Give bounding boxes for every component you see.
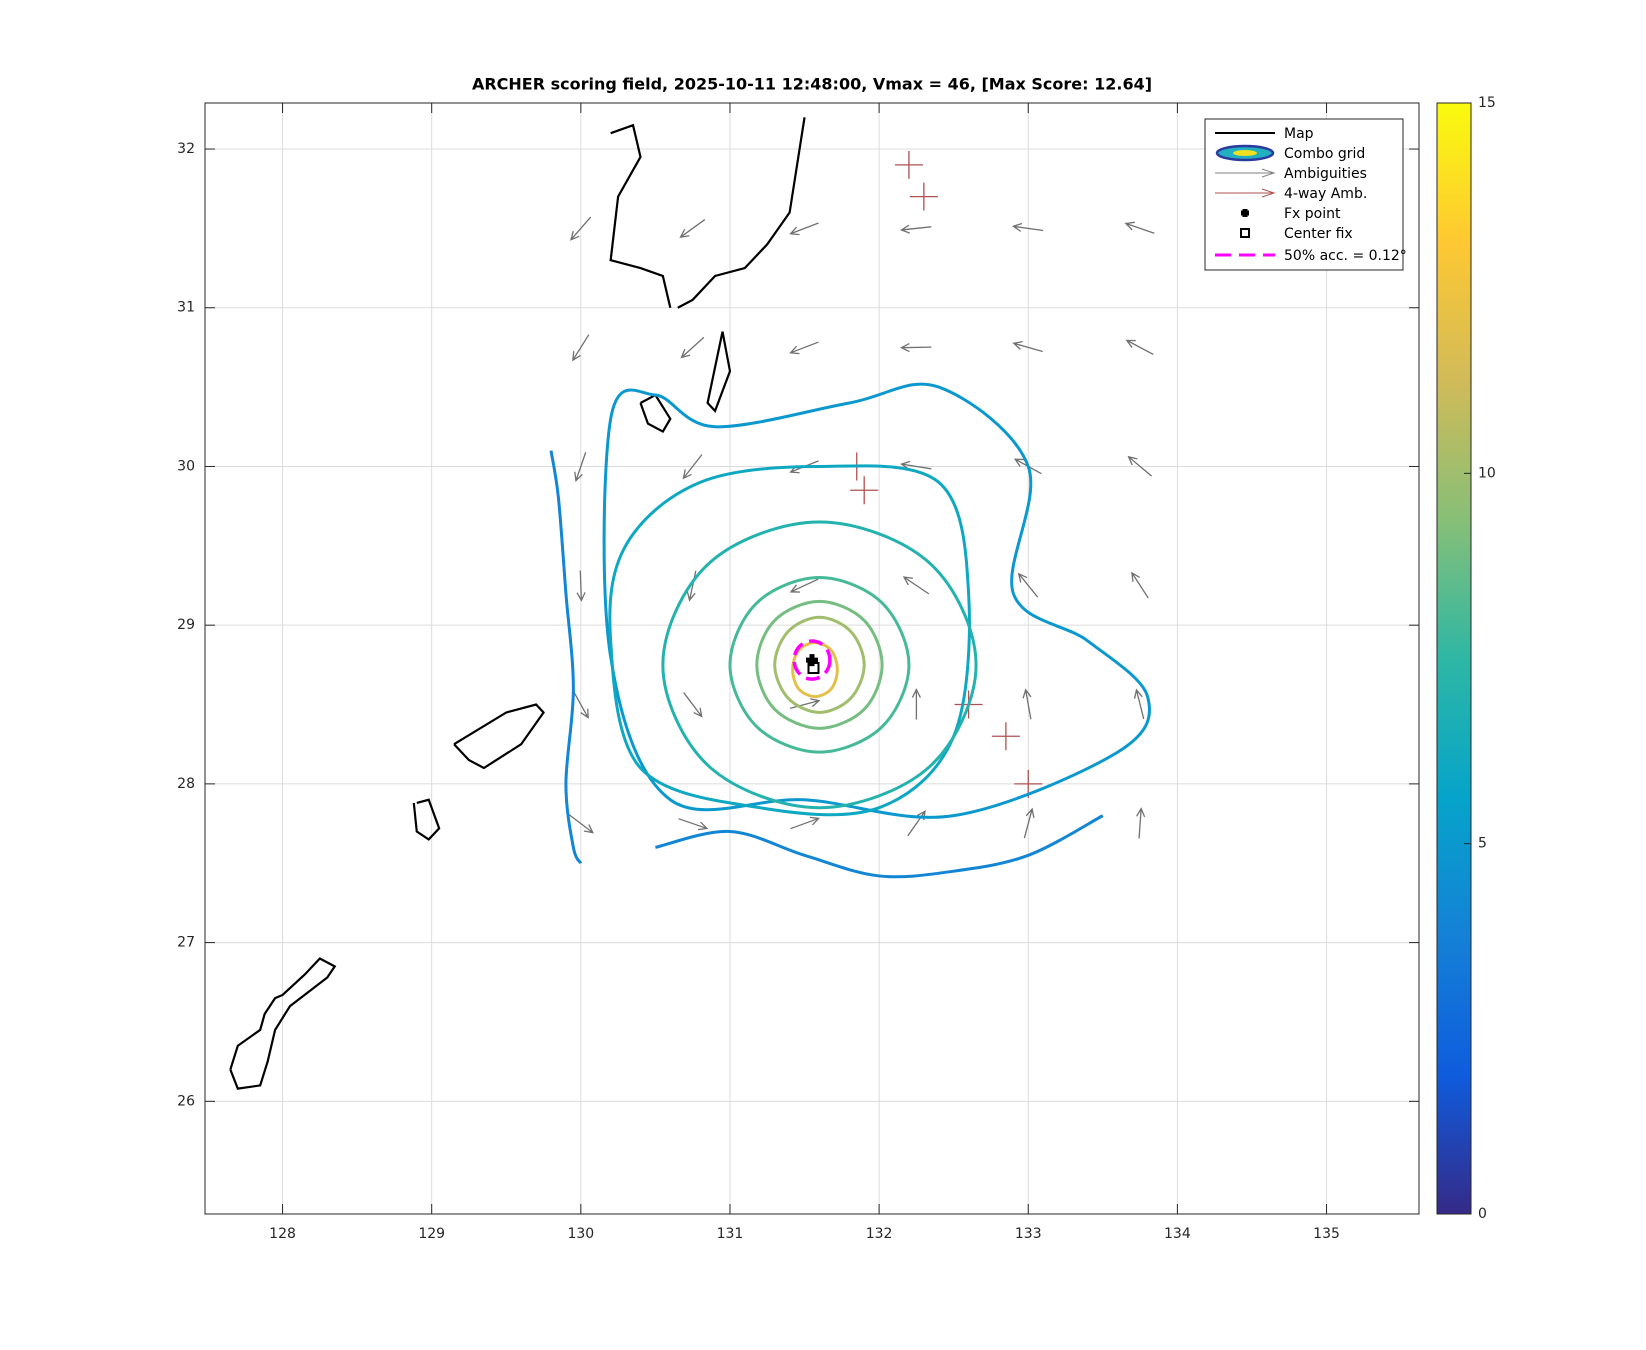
ambiguity-arrow: [1022, 688, 1032, 720]
colorbar-tick-label: 0: [1478, 1206, 1487, 1222]
legend-label: 4-way Amb.: [1284, 186, 1367, 202]
ambiguity-arrow: [1124, 221, 1155, 234]
ambiguity-arrow: [899, 342, 932, 353]
fx-point: [806, 654, 818, 667]
x-tick-label: 132: [866, 1226, 893, 1242]
coastline: [412, 798, 441, 841]
legend-label: Ambiguities: [1284, 166, 1367, 182]
ambiguity-arrow: [1017, 572, 1039, 598]
plot-frame: [204, 102, 1420, 1215]
colorbar-tick-label: 15: [1478, 95, 1496, 111]
ambiguity-arrow: [680, 336, 705, 359]
legend-box: [1204, 118, 1404, 271]
ambiguity-arrow: [1023, 807, 1035, 839]
ambiguity-arrow: [572, 334, 590, 362]
colorbar: [1436, 102, 1472, 1215]
ambiguity-arrow: [911, 688, 921, 720]
ambiguity-arrow: [902, 576, 930, 595]
grid: [205, 103, 1419, 1214]
ambiguity-arrow: [572, 691, 589, 719]
coastline: [706, 331, 732, 413]
ambiguity-arrow: [900, 224, 932, 234]
coastline: [677, 117, 806, 309]
legend-label: 50% acc. = 0.12°: [1284, 248, 1407, 264]
four-way-ambiguity: [991, 722, 1020, 751]
accuracy-circle: [792, 639, 832, 681]
score-contour: [655, 814, 1104, 879]
y-tick-label: 28: [177, 776, 195, 792]
ambiguity-arrow: [576, 570, 586, 602]
legend-label: Combo grid: [1284, 146, 1365, 162]
colorbar-tick-label: 10: [1478, 465, 1496, 481]
colorbar-tick-label: 5: [1478, 836, 1487, 852]
x-tick-label: 131: [717, 1226, 744, 1242]
y-tick-label: 27: [177, 935, 195, 951]
four-way-ambiguity: [850, 476, 879, 505]
coastline: [609, 123, 672, 308]
y-tick-label: 30: [177, 458, 195, 474]
legend-icon: [1261, 168, 1276, 178]
x-tick-label: 133: [1015, 1226, 1042, 1242]
legend-label: Center fix: [1284, 226, 1353, 242]
ambiguity-arrow: [1125, 339, 1154, 356]
x-tick-label: 129: [418, 1226, 445, 1242]
score-contour: [602, 382, 1152, 819]
ambiguity-arrow: [1127, 455, 1153, 477]
legend-icon: [1241, 209, 1249, 217]
y-tick-label: 29: [177, 617, 195, 633]
coastline: [453, 703, 545, 770]
ambiguity-arrow: [568, 814, 594, 834]
legend-label: Map: [1284, 126, 1314, 142]
ambiguity-arrow: [570, 216, 592, 241]
ambiguity-arrow: [1136, 807, 1146, 839]
ambiguity-arrow: [907, 810, 926, 837]
legend-icon: [1240, 228, 1250, 238]
coastline: [229, 957, 337, 1090]
ambiguity-arrow: [1012, 341, 1043, 353]
ambiguity-arrow: [683, 692, 703, 718]
plot-layers: [229, 117, 1155, 1090]
x-tick-label: 134: [1164, 1226, 1191, 1242]
four-way-ambiguity: [894, 150, 923, 179]
x-tick-label: 135: [1313, 1226, 1340, 1242]
x-tick-label: 128: [269, 1226, 296, 1242]
legend: Map Combo grid Ambiguities 4-way Amb. Fx poi…: [1204, 118, 1407, 271]
score-contour: [728, 576, 911, 754]
score-contour: [549, 450, 583, 865]
coastline: [639, 393, 672, 434]
y-tick-label: 26: [177, 1093, 195, 1109]
ambiguity-arrow: [679, 219, 706, 239]
ambiguity-arrow: [686, 570, 697, 602]
ambiguity-arrow: [789, 578, 819, 593]
chart-title: ARCHER scoring field, 2025-10-11 12:48:0…: [472, 75, 1152, 94]
score-contour: [608, 464, 971, 817]
legend-label: Fx point: [1284, 206, 1341, 222]
legend-icon: [1261, 188, 1276, 198]
score-contour: [773, 615, 866, 714]
ambiguity-arrow: [1133, 688, 1145, 720]
ambiguity-arrow: [574, 452, 587, 483]
y-tick-label: 32: [177, 141, 195, 157]
x-tick-label: 130: [567, 1226, 594, 1242]
ambiguity-arrow: [1131, 571, 1149, 599]
legend-icon: [1233, 150, 1257, 156]
score-contour: [791, 641, 839, 699]
ambiguity-arrow: [789, 341, 819, 355]
y-tick-label: 31: [177, 300, 195, 316]
ambiguity-arrow: [1011, 222, 1044, 232]
ambiguity-arrow: [790, 816, 821, 830]
ambiguity-arrow: [789, 222, 819, 236]
ambiguity-arrow: [678, 818, 709, 831]
ambiguity-arrow: [789, 698, 821, 710]
score-contour: [661, 520, 978, 810]
ambiguity-arrow: [682, 454, 703, 480]
four-way-ambiguity: [909, 182, 938, 211]
score-contour: [755, 599, 884, 730]
